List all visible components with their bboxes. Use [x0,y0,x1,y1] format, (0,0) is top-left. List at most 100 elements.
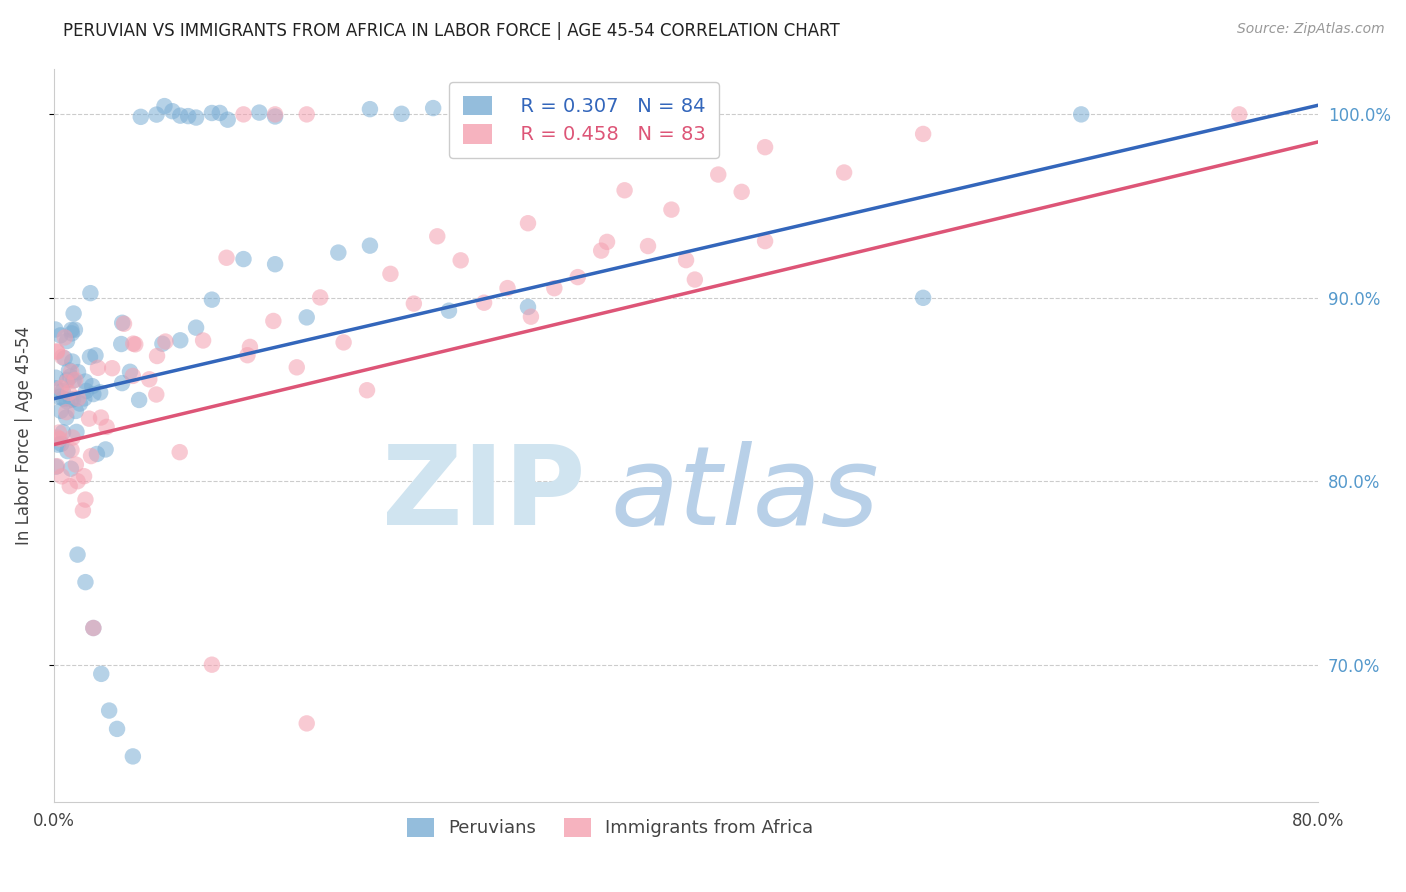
Point [332,335,354,350]
Point [380,267,402,281]
Point [60,326,83,341]
Point [48,390,70,404]
Point [72,503,94,517]
Point [52,384,75,398]
Point [56,394,79,409]
Point [264,257,287,271]
Point [48,425,70,440]
Point [520,310,543,324]
Point [437,303,460,318]
Point [201,293,224,307]
Point [155,334,177,349]
Point [264,107,287,121]
Point [912,291,935,305]
Point [55,410,77,425]
Point [46,459,69,474]
Point [285,360,308,375]
Point [86,447,108,461]
Point [402,296,425,310]
Point [49,328,72,343]
Y-axis label: In Labor Force | Age 45-54: In Labor Force | Age 45-54 [15,326,32,545]
Point [201,106,224,120]
Point [1227,107,1250,121]
Point [731,185,754,199]
Point [62,431,84,445]
Point [145,107,167,121]
Point [46,438,69,452]
Point [105,722,128,736]
Point [295,716,318,731]
Point [295,310,318,325]
Point [111,316,134,330]
Point [79,350,101,364]
Point [75,492,97,507]
Point [73,392,96,406]
Point [232,107,254,121]
Point [56,444,79,458]
Point [422,101,444,115]
Point [82,379,104,393]
Point [51,350,73,364]
Point [62,306,84,320]
Point [49,404,72,418]
Point [77,411,100,425]
Point [162,104,184,119]
Point [73,469,96,483]
Point [169,445,191,459]
Point [53,351,76,366]
Point [754,234,776,248]
Point [75,375,97,389]
Text: PERUVIAN VS IMMIGRANTS FROM AFRICA IN LABOR FORCE | AGE 45-54 CORRELATION CHART: PERUVIAN VS IMMIGRANTS FROM AFRICA IN LA… [63,22,839,40]
Point [46,430,69,444]
Point [98,704,121,718]
Point [59,461,82,475]
Point [49,381,72,395]
Point [191,334,214,348]
Point [567,270,589,285]
Point [84,348,107,362]
Text: Source: ZipAtlas.com: Source: ZipAtlas.com [1237,22,1385,37]
Legend: Peruvians, Immigrants from Africa: Peruvians, Immigrants from Africa [399,811,821,845]
Point [517,216,540,230]
Point [637,239,659,253]
Point [53,330,76,344]
Point [82,387,104,401]
Text: atlas: atlas [610,441,879,548]
Point [496,281,519,295]
Point [832,165,855,179]
Point [517,300,540,314]
Point [128,392,150,407]
Point [112,317,135,331]
Point [59,479,82,493]
Point [1070,107,1092,121]
Point [45,459,67,474]
Point [201,657,224,672]
Point [138,372,160,386]
Point [596,235,619,249]
Point [426,229,449,244]
Point [62,374,84,388]
Point [184,111,207,125]
Point [66,475,89,489]
Point [58,385,80,400]
Point [121,368,143,383]
Point [45,370,67,384]
Point [169,334,191,348]
Point [450,253,472,268]
Point [262,314,284,328]
Point [472,295,495,310]
Point [391,107,413,121]
Point [66,548,89,562]
Point [55,376,77,390]
Point [110,337,132,351]
Point [90,666,112,681]
Point [55,405,77,419]
Point [82,621,104,635]
Point [359,102,381,116]
Point [52,392,75,406]
Point [94,442,117,457]
Point [754,140,776,154]
Point [215,251,238,265]
Point [65,373,87,387]
Point [66,365,89,379]
